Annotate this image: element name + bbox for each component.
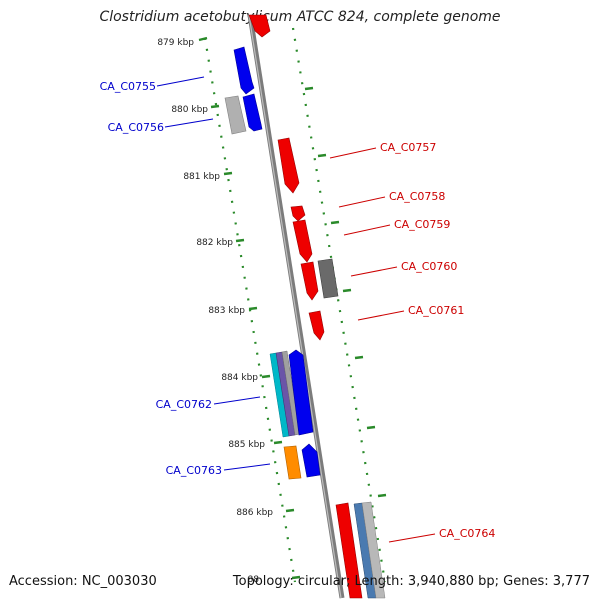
kbp-label: 879 kbp <box>157 38 194 48</box>
forward-genes <box>224 46 321 480</box>
gene-label-CA_C0762[interactable]: CA_C0762 <box>156 398 212 411</box>
gene-top-red[interactable] <box>248 14 271 38</box>
kbp-labels: 879 kbp 880 kbp 881 kbp 882 kbp 883 kbp … <box>157 38 273 585</box>
gene-CA_C0764-gray[interactable] <box>361 501 386 599</box>
gene-CA_C0762[interactable] <box>288 349 314 436</box>
kbp-label: 886 kbp <box>236 508 273 518</box>
reverse-genes <box>248 14 386 599</box>
gene-callouts: CA_C0755 CA_C0756 CA_C0757 CA_C0758 CA_C… <box>100 76 495 543</box>
tick-tracks <box>198 27 387 583</box>
gene-CA_C0763[interactable] <box>301 443 321 478</box>
gene-label-CA_C0759[interactable]: CA_C0759 <box>394 218 450 231</box>
topology-text: Topology: circular; Length: 3,940,880 bp… <box>232 574 590 589</box>
gene-CA_C0764[interactable] <box>335 502 363 599</box>
gene-CA_C0763-orange[interactable] <box>283 445 302 480</box>
gene-label-CA_C0760[interactable]: CA_C0760 <box>401 260 457 273</box>
accession-text: Accession: NC_003030 <box>9 574 157 589</box>
gene-CA_C0757[interactable] <box>277 137 300 194</box>
kbp-label: 883 kbp <box>208 306 245 316</box>
gene-label-CA_C0764[interactable]: CA_C0764 <box>439 527 495 540</box>
gene-CA_C0759[interactable] <box>292 219 313 263</box>
gene-CA_C0760[interactable] <box>300 261 319 301</box>
gene-CA_C0761[interactable] <box>308 310 325 341</box>
gene-label-CA_C0756[interactable]: CA_C0756 <box>108 121 164 134</box>
genome-backbone <box>247 14 345 599</box>
kbp-label: 880 kbp <box>171 105 208 115</box>
gene-label-CA_C0757[interactable]: CA_C0757 <box>380 141 436 154</box>
gene-label-CA_C0761[interactable]: CA_C0761 <box>408 304 464 317</box>
gene-CA_C0755[interactable] <box>233 46 255 95</box>
map-title: Clostridium acetobutylicum ATCC 824, com… <box>99 9 501 25</box>
gene-CA_C0760-gray[interactable] <box>317 258 339 299</box>
gene-CA_C0756[interactable] <box>242 93 263 132</box>
kbp-label: 881 kbp <box>183 172 220 182</box>
kbp-label: 882 kbp <box>196 238 233 248</box>
gene-label-CA_C0755[interactable]: CA_C0755 <box>100 80 156 93</box>
kbp-label: 88 <box>248 575 260 585</box>
gene-label-CA_C0763[interactable]: CA_C0763 <box>166 464 222 477</box>
kbp-label: 884 kbp <box>221 373 258 383</box>
gene-CA_C0758[interactable] <box>290 205 306 222</box>
gene-CA_C0756-gray[interactable] <box>224 95 247 135</box>
gene-label-CA_C0758[interactable]: CA_C0758 <box>389 190 445 203</box>
kbp-label: 885 kbp <box>228 440 265 450</box>
